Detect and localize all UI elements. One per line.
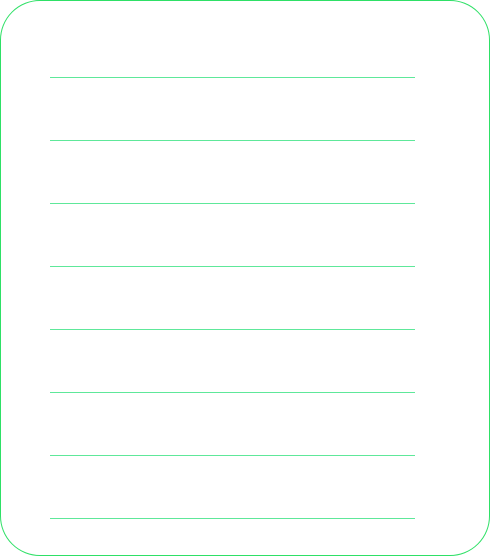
ruled-line xyxy=(50,455,415,456)
ruled-line xyxy=(50,140,415,141)
ruled-line xyxy=(50,77,415,78)
ruled-line xyxy=(50,266,415,267)
ruled-line xyxy=(50,392,415,393)
ruled-line xyxy=(50,329,415,330)
ruled-line xyxy=(50,518,415,519)
ruled-line xyxy=(50,203,415,204)
